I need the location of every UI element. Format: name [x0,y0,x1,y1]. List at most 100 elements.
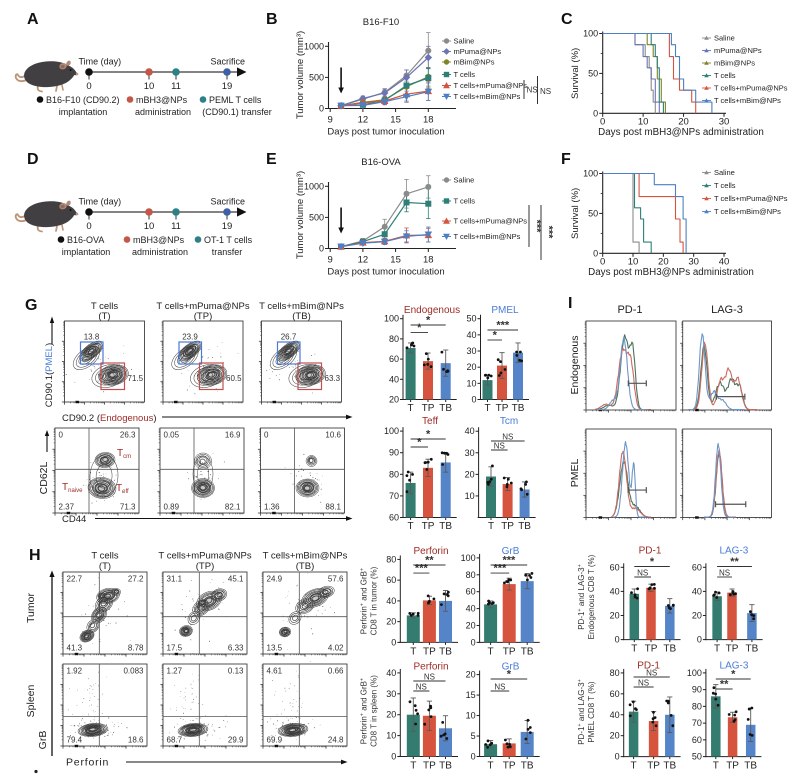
svg-text:Days post mBH3@NPs administrat: Days post mBH3@NPs administration [588,267,754,278]
svg-text:0: 0 [600,116,605,127]
svg-text:D: D [27,151,39,168]
svg-text:19: 19 [222,221,233,232]
svg-text:27.2: 27.2 [128,575,144,584]
svg-text:100: 100 [687,668,702,678]
svg-text:TP: TP [422,521,435,532]
svg-text:implantation: implantation [59,107,108,117]
svg-text:B16-OVA: B16-OVA [361,157,401,168]
svg-text:T cells+mPuma@NPs: T cells+mPuma@NPs [714,194,788,203]
svg-text:40: 40 [466,330,476,340]
svg-text:**: ** [425,555,434,567]
svg-text:19: 19 [222,81,233,92]
svg-text:LAG-3: LAG-3 [720,661,749,672]
svg-text:100: 100 [384,314,399,324]
svg-text:***: *** [496,320,510,332]
svg-text:10: 10 [466,711,476,721]
svg-text:20: 20 [466,621,476,631]
svg-text:31.1: 31.1 [167,575,183,584]
svg-text:NS: NS [646,669,657,678]
svg-text:mBim@NPs: mBim@NPs [714,59,755,68]
svg-text:TB: TB [512,403,525,414]
svg-text:40: 40 [389,374,399,384]
svg-text:Saline: Saline [714,34,735,43]
svg-text:NS: NS [638,679,649,688]
svg-text:80: 80 [692,701,702,711]
svg-text:Saline: Saline [454,37,475,46]
svg-text:PD-1: PD-1 [639,546,662,557]
svg-text:T: T [410,647,416,658]
svg-text:30: 30 [688,256,699,267]
svg-text:Perforin: Perforin [413,546,448,557]
svg-text:500: 500 [309,212,324,222]
svg-text:1000: 1000 [304,181,324,191]
svg-text:40: 40 [466,604,476,614]
svg-text:12: 12 [358,115,369,126]
svg-text:OT-1 T cells: OT-1 T cells [204,235,253,245]
svg-text:TP: TP [496,403,509,414]
svg-text:100: 100 [583,29,598,39]
svg-text:20: 20 [386,710,396,720]
svg-text:TB: TB [744,761,757,772]
svg-text:LAG-3: LAG-3 [711,304,743,316]
svg-text:**: ** [730,556,739,568]
svg-text:50: 50 [466,314,476,324]
svg-text:Time (day): Time (day) [79,197,122,207]
svg-text:Saline: Saline [714,168,735,177]
svg-text:(TP): (TP) [194,311,212,322]
svg-text:20: 20 [610,611,620,621]
svg-text:45.1: 45.1 [228,575,244,584]
svg-text:NS: NS [719,569,730,578]
svg-text:T cells+mBim@NPs: T cells+mBim@NPs [259,301,344,312]
svg-text:GrB: GrB [37,731,49,750]
svg-text:mPuma@NPs: mPuma@NPs [454,47,502,56]
svg-text:16.9: 16.9 [225,431,241,440]
svg-text:CD62L: CD62L [38,461,50,494]
svg-text:(T): (T) [99,561,111,572]
svg-text:mBim@NPs: mBim@NPs [454,58,495,67]
svg-text:71.5: 71.5 [128,374,144,383]
svg-text:0: 0 [391,637,396,647]
svg-text:40: 40 [386,596,396,606]
svg-text:24.8: 24.8 [328,736,344,745]
svg-text:Survival (%): Survival (%) [570,48,581,99]
svg-text:TB: TB [521,647,534,658]
svg-text:TP: TP [422,403,435,414]
svg-text:*: * [417,437,422,449]
svg-text:T: T [488,647,494,658]
svg-text:T cells+mPuma@NPs: T cells+mPuma@NPs [158,551,251,562]
svg-text:1.36: 1.36 [264,503,280,512]
svg-text:60: 60 [466,587,476,597]
svg-text:0.13: 0.13 [228,667,244,676]
svg-text:TB: TB [521,761,534,772]
svg-text:T cells+mBim@NPs: T cells+mBim@NPs [714,207,781,216]
svg-text:PMEL: PMEL [491,305,519,316]
svg-text:22.7: 22.7 [67,575,83,584]
svg-text:82.1: 82.1 [225,503,241,512]
svg-text:70: 70 [389,491,399,501]
svg-text:Sacrifice: Sacrifice [210,57,245,67]
svg-text:(CD90.1) transfer: (CD90.1) transfer [202,107,272,117]
svg-text:T cells: T cells [91,551,119,562]
svg-text:PEML T cells: PEML T cells [209,95,262,105]
svg-text:Perforin+ and GrB+: Perforin+ and GrB+ [360,568,369,634]
svg-text:18: 18 [423,115,434,126]
svg-text:*: * [417,322,422,334]
svg-text:TP: TP [503,647,516,658]
svg-text:1.92: 1.92 [67,667,83,676]
svg-text:68.7: 68.7 [167,736,183,745]
svg-text:50: 50 [588,68,598,78]
svg-text:63.3: 63.3 [325,374,341,383]
svg-text:Perforin: Perforin [66,757,109,769]
svg-text:TP: TP [501,521,514,532]
svg-text:T cells+mPuma@NPs: T cells+mPuma@NPs [454,81,528,90]
svg-text:0: 0 [615,752,620,762]
svg-text:40: 40 [610,586,620,596]
svg-text:15: 15 [390,255,401,266]
svg-text:30: 30 [719,116,730,127]
svg-text:NS: NS [494,442,505,451]
svg-text:9: 9 [328,115,333,126]
svg-text:60: 60 [610,562,620,572]
svg-text:23.9: 23.9 [182,333,198,342]
svg-text:*: * [650,556,655,568]
svg-text:20: 20 [465,469,475,479]
